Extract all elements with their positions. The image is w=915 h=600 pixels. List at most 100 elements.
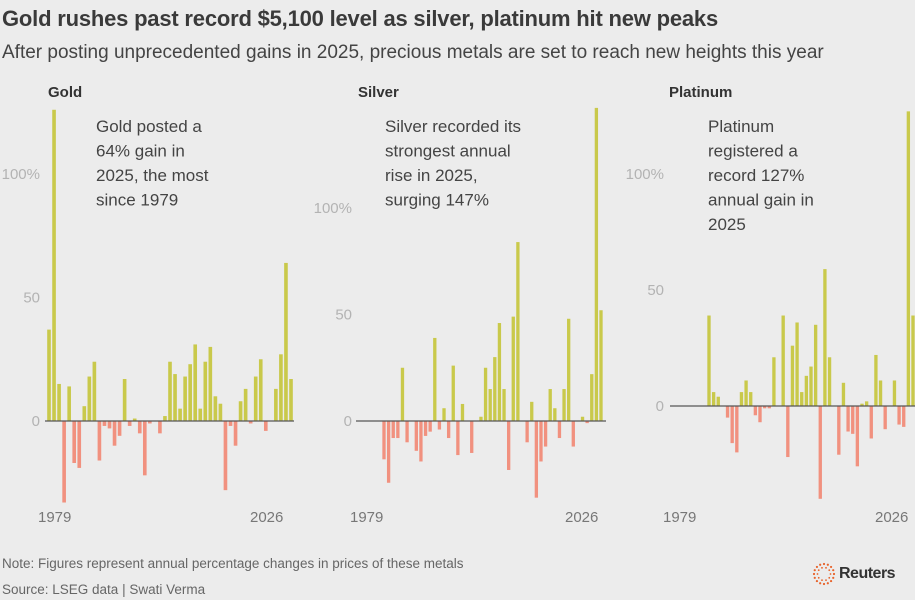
bar-1998 [781, 315, 785, 406]
annotation-line: strongest annual [385, 142, 511, 161]
bar-1995 [456, 421, 460, 456]
bar-1991 [749, 392, 753, 406]
bar-1979 [382, 421, 386, 460]
bar-1993 [122, 379, 127, 421]
bar-2018 [248, 421, 253, 424]
annotation-line: surging 147% [385, 191, 489, 210]
x-tick-label: 2026 [565, 509, 598, 526]
bar-2000 [158, 421, 162, 434]
bar-2011 [841, 382, 846, 406]
bar-2017 [243, 388, 248, 421]
bar-2018 [562, 389, 566, 421]
bar-1986 [414, 421, 418, 451]
bar-2003 [173, 374, 177, 421]
bar-2004 [178, 408, 182, 421]
y-tick-label: 0 [344, 413, 352, 430]
bar-1979 [52, 109, 56, 421]
bar-2018 [874, 354, 878, 406]
y-tick-label: 50 [23, 290, 40, 307]
bar-1987 [730, 406, 734, 444]
bar-2022 [892, 380, 897, 406]
bar-1987 [92, 361, 97, 421]
bar-1993 [758, 406, 762, 423]
bar-2025 [906, 111, 911, 407]
bar-1998 [148, 421, 152, 424]
annotation-line: Silver recorded its [385, 117, 521, 136]
bar-2015 [233, 421, 238, 446]
bar-2000 [790, 345, 795, 406]
annotation-line: rise in 2025, [385, 166, 478, 185]
bar-2017 [869, 406, 873, 439]
bar-2007 [193, 344, 198, 421]
bar-1984 [716, 396, 720, 406]
bar-1982 [67, 386, 71, 421]
bar-1984 [405, 421, 409, 443]
chart-subtitle: After posting unprecedented gains in 202… [2, 42, 824, 63]
bar-2013 [851, 406, 855, 434]
bar-2024 [902, 406, 906, 427]
bar-2013 [539, 421, 543, 462]
bar-2010 [208, 346, 213, 421]
y-tick-label: 50 [335, 307, 352, 324]
bar-2022 [580, 416, 585, 421]
bar-2019 [878, 380, 883, 406]
y-tick-label: 100% [314, 200, 352, 217]
bar-1994 [762, 406, 767, 409]
bar-2006 [818, 406, 822, 499]
brand-name: Reuters [839, 565, 896, 582]
bar-2015 [860, 403, 864, 406]
annotation-line: registered a [708, 142, 798, 161]
bar-2005 [183, 376, 187, 421]
bar-1992 [117, 421, 122, 436]
bar-1989 [102, 421, 107, 426]
bar-1989 [428, 421, 432, 432]
bar-2002 [488, 389, 492, 421]
bar-1989 [739, 392, 744, 406]
bar-1997 [142, 421, 147, 476]
annotation-line: 2025 [708, 215, 746, 234]
bar-1987 [419, 421, 423, 462]
bar-2025 [284, 262, 288, 421]
y-tick-label: 0 [32, 413, 40, 430]
bar-1985 [82, 406, 87, 421]
bar-1996 [137, 421, 142, 434]
bar-2009 [203, 361, 208, 421]
chart-title: Gold rushes past record $5,100 level as … [2, 6, 718, 31]
bar-2012 [846, 406, 850, 432]
bar-2006 [507, 421, 511, 470]
bar-2001 [163, 416, 167, 421]
bar-2003 [493, 357, 497, 421]
bar-2020 [571, 421, 575, 447]
bar-2017 [557, 421, 562, 439]
annotation-line: record 127% [708, 166, 804, 185]
bar-2000 [479, 416, 483, 421]
bar-2012 [218, 403, 223, 421]
bar-2016 [238, 401, 243, 421]
bar-2026 [289, 379, 293, 421]
bar-1984 [77, 421, 82, 468]
bar-2014 [543, 421, 548, 447]
bar-2016 [553, 408, 557, 421]
y-tick-label: 100% [2, 166, 40, 183]
bar-1986 [725, 406, 730, 418]
bar-2008 [198, 408, 203, 421]
bar-1982 [707, 315, 711, 406]
bar-1990 [744, 380, 748, 406]
panel-title: Platinum [669, 84, 732, 101]
y-tick-label: 100% [626, 166, 664, 183]
annotation-line: since 1979 [96, 191, 178, 210]
bar-1991 [112, 421, 117, 446]
x-tick-label: 1979 [663, 509, 696, 526]
bar-2004 [809, 366, 813, 406]
annotation-line: Gold posted a [96, 117, 202, 136]
bar-1996 [772, 357, 776, 406]
reuters-dots-icon [812, 562, 836, 586]
bar-2020 [883, 406, 887, 430]
bar-2007 [511, 316, 515, 421]
bar-1983 [711, 392, 716, 406]
bar-1995 [767, 406, 771, 409]
bar-1994 [451, 365, 455, 421]
bar-2008 [516, 242, 520, 421]
bar-2021 [263, 421, 268, 431]
